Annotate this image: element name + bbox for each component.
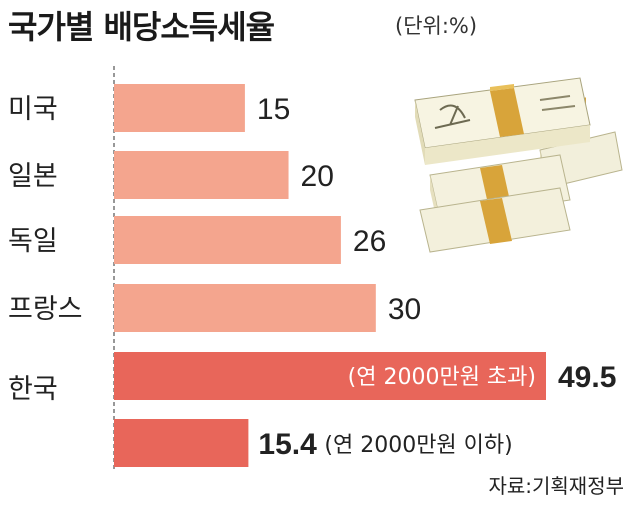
- bar-note-label: (연 2000만원 이하): [324, 433, 512, 458]
- value-label: 15.4: [258, 428, 317, 461]
- category-label: 독일: [8, 226, 58, 257]
- bar-6: [114, 419, 249, 467]
- category-label: 프랑스: [8, 294, 83, 325]
- value-label: 26: [353, 225, 386, 258]
- value-label: 15: [257, 93, 290, 126]
- bar-3: [114, 216, 341, 264]
- value-label: 20: [301, 160, 334, 193]
- value-label: 30: [388, 293, 421, 326]
- bar-4: [114, 284, 376, 332]
- bar-5: [114, 352, 546, 400]
- unit-label: (단위:%): [395, 14, 478, 38]
- category-label: 한국: [8, 374, 58, 405]
- money-stack-icon: [414, 77, 623, 253]
- bar-note-label: (연 2000만원 초과): [348, 365, 536, 390]
- chart-title: 국가별 배당소득세율: [8, 8, 275, 46]
- bar-2: [114, 151, 289, 199]
- value-label: 49.5: [558, 361, 616, 394]
- category-label: 일본: [8, 161, 58, 192]
- bar-1: [114, 84, 245, 132]
- category-label: 미국: [8, 94, 58, 125]
- source-label: 자료:기획재정부: [488, 474, 624, 498]
- bars-group: 미국 15 일본 20 독일 26 프랑스 30 한국 (연 2000만원 초과) 49.5 15.4…: [8, 84, 616, 467]
